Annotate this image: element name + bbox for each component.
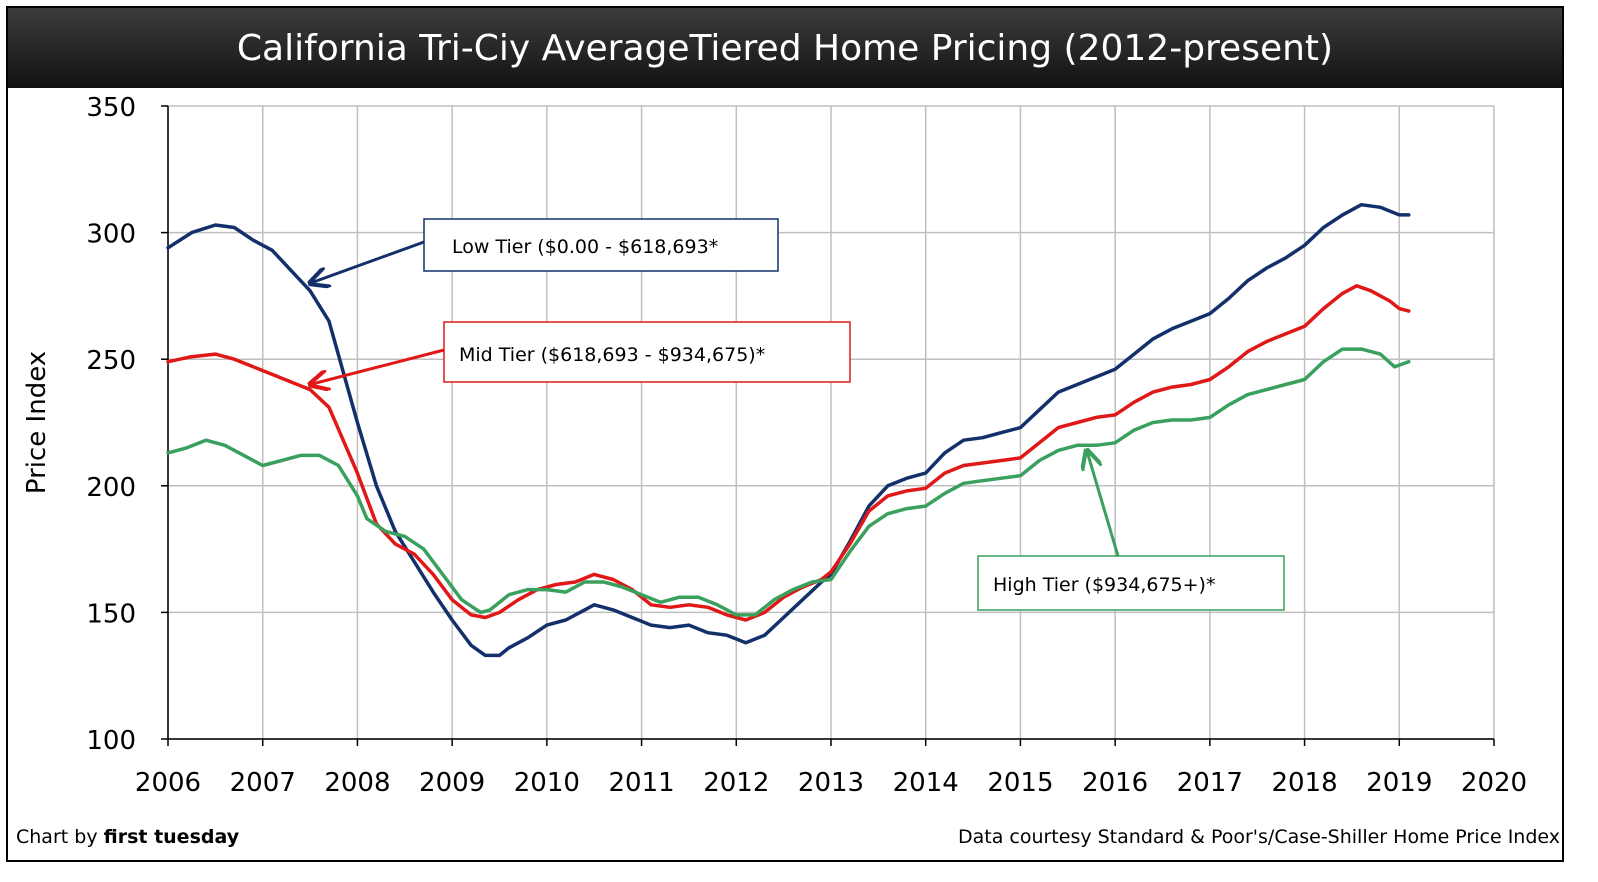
annotation-box-high bbox=[977, 555, 1285, 611]
data-source-note: Data courtesy Standard & Poor's/Case-Shi… bbox=[957, 826, 1560, 848]
x-tick-label: 2011 bbox=[608, 768, 674, 798]
x-tick-label: 2019 bbox=[1366, 768, 1432, 798]
chart-title: California Tri-Ciy AverageTiered Home Pr… bbox=[8, 8, 1562, 88]
x-tick-label: 2014 bbox=[893, 768, 959, 798]
y-tick-label: 300 bbox=[86, 220, 136, 250]
y-tick-label: 150 bbox=[86, 599, 136, 629]
annotation-box-mid bbox=[443, 321, 851, 383]
annotation-arrow-high bbox=[1087, 450, 1120, 557]
x-tick-label: 2020 bbox=[1461, 768, 1527, 798]
annotation-arrow-low bbox=[310, 240, 425, 283]
x-tick-label: 2013 bbox=[798, 768, 864, 798]
annotation-label-mid: Mid Tier ($618,693 - $934,675)* bbox=[459, 344, 765, 366]
x-tick-label: 2009 bbox=[419, 768, 485, 798]
chart-credit-prefix: Chart by bbox=[16, 826, 104, 848]
series-line-low bbox=[166, 202, 1411, 658]
y-tick-label: 350 bbox=[86, 93, 136, 123]
x-tick-label: 2007 bbox=[230, 768, 296, 798]
x-tick-label: 2016 bbox=[1082, 768, 1148, 798]
x-tick-label: 2015 bbox=[987, 768, 1053, 798]
x-tick-label: 2008 bbox=[324, 768, 390, 798]
y-tick-label: 250 bbox=[86, 346, 136, 376]
annotation-label-low: Low Tier ($0.00 - $618,693* bbox=[452, 236, 718, 258]
chart-credit: Chart by first tuesday bbox=[16, 826, 239, 848]
series-line-high bbox=[166, 347, 1411, 617]
y-tick-label: 200 bbox=[86, 473, 136, 503]
x-tick-label: 2012 bbox=[703, 768, 769, 798]
annotation-box-low bbox=[423, 218, 779, 272]
x-tick-label: 2006 bbox=[135, 768, 201, 798]
x-tick-label: 2017 bbox=[1177, 768, 1243, 798]
chart-credit-brand: first tuesday bbox=[103, 826, 240, 848]
annotation-label-high: High Tier ($934,675+)* bbox=[993, 574, 1215, 596]
annotation-arrow-mid bbox=[310, 348, 445, 385]
x-tick-label: 2018 bbox=[1271, 768, 1337, 798]
x-tick-label: 2010 bbox=[514, 768, 580, 798]
y-axis-label: Price Index bbox=[22, 351, 52, 494]
y-tick-label: 100 bbox=[86, 726, 136, 756]
